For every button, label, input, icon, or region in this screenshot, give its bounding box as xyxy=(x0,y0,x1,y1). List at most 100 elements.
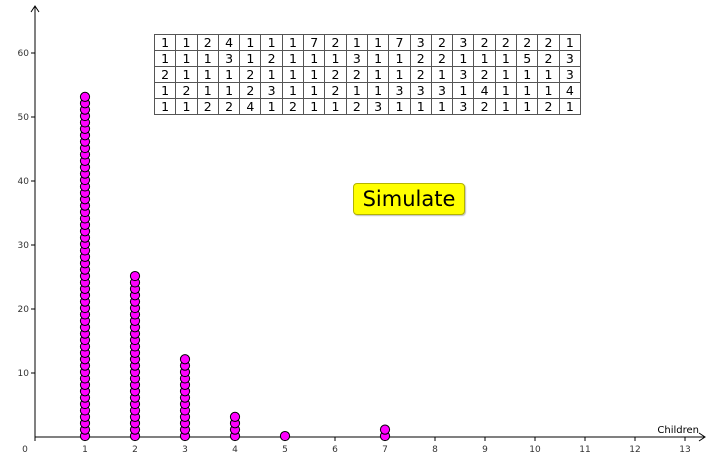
results-cell: 1 xyxy=(516,66,539,83)
results-cell: 2 xyxy=(430,50,454,67)
results-cell: 4 xyxy=(217,34,241,51)
results-cell: 1 xyxy=(494,50,518,67)
results-cell: 1 xyxy=(175,34,198,51)
x-tick-label: 9 xyxy=(482,445,488,455)
results-cell: 3 xyxy=(452,34,475,51)
results-cell: 1 xyxy=(324,98,347,115)
x-tick-label: 1 xyxy=(82,445,88,455)
results-cell: 1 xyxy=(366,50,390,67)
results-cell: 1 xyxy=(366,82,390,99)
results-cell: 3 xyxy=(452,66,475,83)
results-cell: 1 xyxy=(494,98,518,115)
results-cell: 1 xyxy=(430,66,454,83)
results-cell: 1 xyxy=(303,98,326,115)
results-cell: 2 xyxy=(239,66,262,83)
results-cell: 1 xyxy=(239,50,262,67)
results-cell: 2 xyxy=(175,82,198,99)
results-cell: 1 xyxy=(175,98,198,115)
results-cell: 1 xyxy=(196,66,219,83)
results-cell: 3 xyxy=(345,50,368,67)
x-tick-label: 6 xyxy=(332,445,338,455)
x-tick-label: 5 xyxy=(282,445,288,455)
results-cell: 1 xyxy=(303,66,326,83)
results-cell: 1 xyxy=(558,34,581,51)
results-cell: 1 xyxy=(175,50,198,67)
y-tick-label: 20 xyxy=(18,305,30,315)
results-cell: 1 xyxy=(153,34,177,51)
results-cell: 2 xyxy=(324,34,347,51)
results-cell: 1 xyxy=(303,50,326,67)
results-cell: 1 xyxy=(558,98,581,115)
results-cell: 2 xyxy=(345,98,368,115)
data-dot xyxy=(279,430,291,442)
results-cell: 2 xyxy=(196,98,219,115)
results-cell: 2 xyxy=(409,66,432,83)
results-cell: 2 xyxy=(537,34,560,51)
data-dot xyxy=(229,411,241,422)
results-cell: 1 xyxy=(175,66,198,83)
y-axis-arrow xyxy=(30,5,40,13)
results-cell: 1 xyxy=(281,82,305,99)
results-cell: 2 xyxy=(430,34,454,51)
results-cell: 3 xyxy=(260,82,283,99)
x-tick-label: 2 xyxy=(132,445,138,455)
results-cell: 1 xyxy=(217,66,241,83)
simulate-button[interactable]: Simulate xyxy=(353,183,465,215)
results-cell: 1 xyxy=(430,98,454,115)
x-axis-label: Children xyxy=(657,425,699,436)
results-cell: 7 xyxy=(388,34,411,51)
y-tick-label: 10 xyxy=(18,369,30,379)
results-cell: 3 xyxy=(388,82,411,99)
results-cell: 1 xyxy=(153,98,177,115)
x-tick-label: 12 xyxy=(629,445,640,455)
results-cell: 1 xyxy=(494,82,518,99)
x-tick-label: 8 xyxy=(432,445,438,455)
results-cell: 1 xyxy=(537,82,560,99)
x-tick-label: 3 xyxy=(182,445,188,455)
results-cell: 1 xyxy=(345,34,368,51)
results-cell: 2 xyxy=(239,82,262,99)
results-cell: 1 xyxy=(366,66,390,83)
results-cell: 4 xyxy=(239,98,262,115)
results-cell: 2 xyxy=(324,66,347,83)
results-cell: 1 xyxy=(260,66,283,83)
results-cell: 1 xyxy=(239,34,262,51)
data-dot xyxy=(129,270,141,282)
results-cell: 4 xyxy=(558,82,581,99)
results-cell: 1 xyxy=(388,98,411,115)
x-axis-arrow xyxy=(698,432,706,442)
results-cell: 2 xyxy=(281,98,305,115)
results-cell: 1 xyxy=(473,50,496,67)
y-tick-label: 30 xyxy=(18,241,30,251)
data-dot xyxy=(179,354,191,365)
results-cell: 3 xyxy=(558,50,581,67)
results-cell: 1 xyxy=(303,82,326,99)
results-cell: 2 xyxy=(153,66,177,83)
results-cell: 3 xyxy=(558,66,581,83)
results-cell: 1 xyxy=(345,82,368,99)
results-cell: 1 xyxy=(516,82,539,99)
results-cell: 1 xyxy=(409,98,432,115)
results-cell: 5 xyxy=(516,50,539,67)
results-cell: 1 xyxy=(281,50,305,67)
results-cell: 1 xyxy=(452,50,475,67)
x-tick-label: 10 xyxy=(529,445,541,455)
x-tick-label: 11 xyxy=(579,445,590,455)
results-cell: 1 xyxy=(153,50,177,67)
results-cell: 1 xyxy=(217,82,241,99)
results-cell: 1 xyxy=(516,98,539,115)
results-cell: 2 xyxy=(473,34,496,51)
results-cell: 1 xyxy=(196,82,219,99)
results-cell: 2 xyxy=(516,34,539,51)
results-cell: 1 xyxy=(366,34,390,51)
results-cell: 1 xyxy=(281,34,305,51)
results-cell: 2 xyxy=(537,98,560,115)
